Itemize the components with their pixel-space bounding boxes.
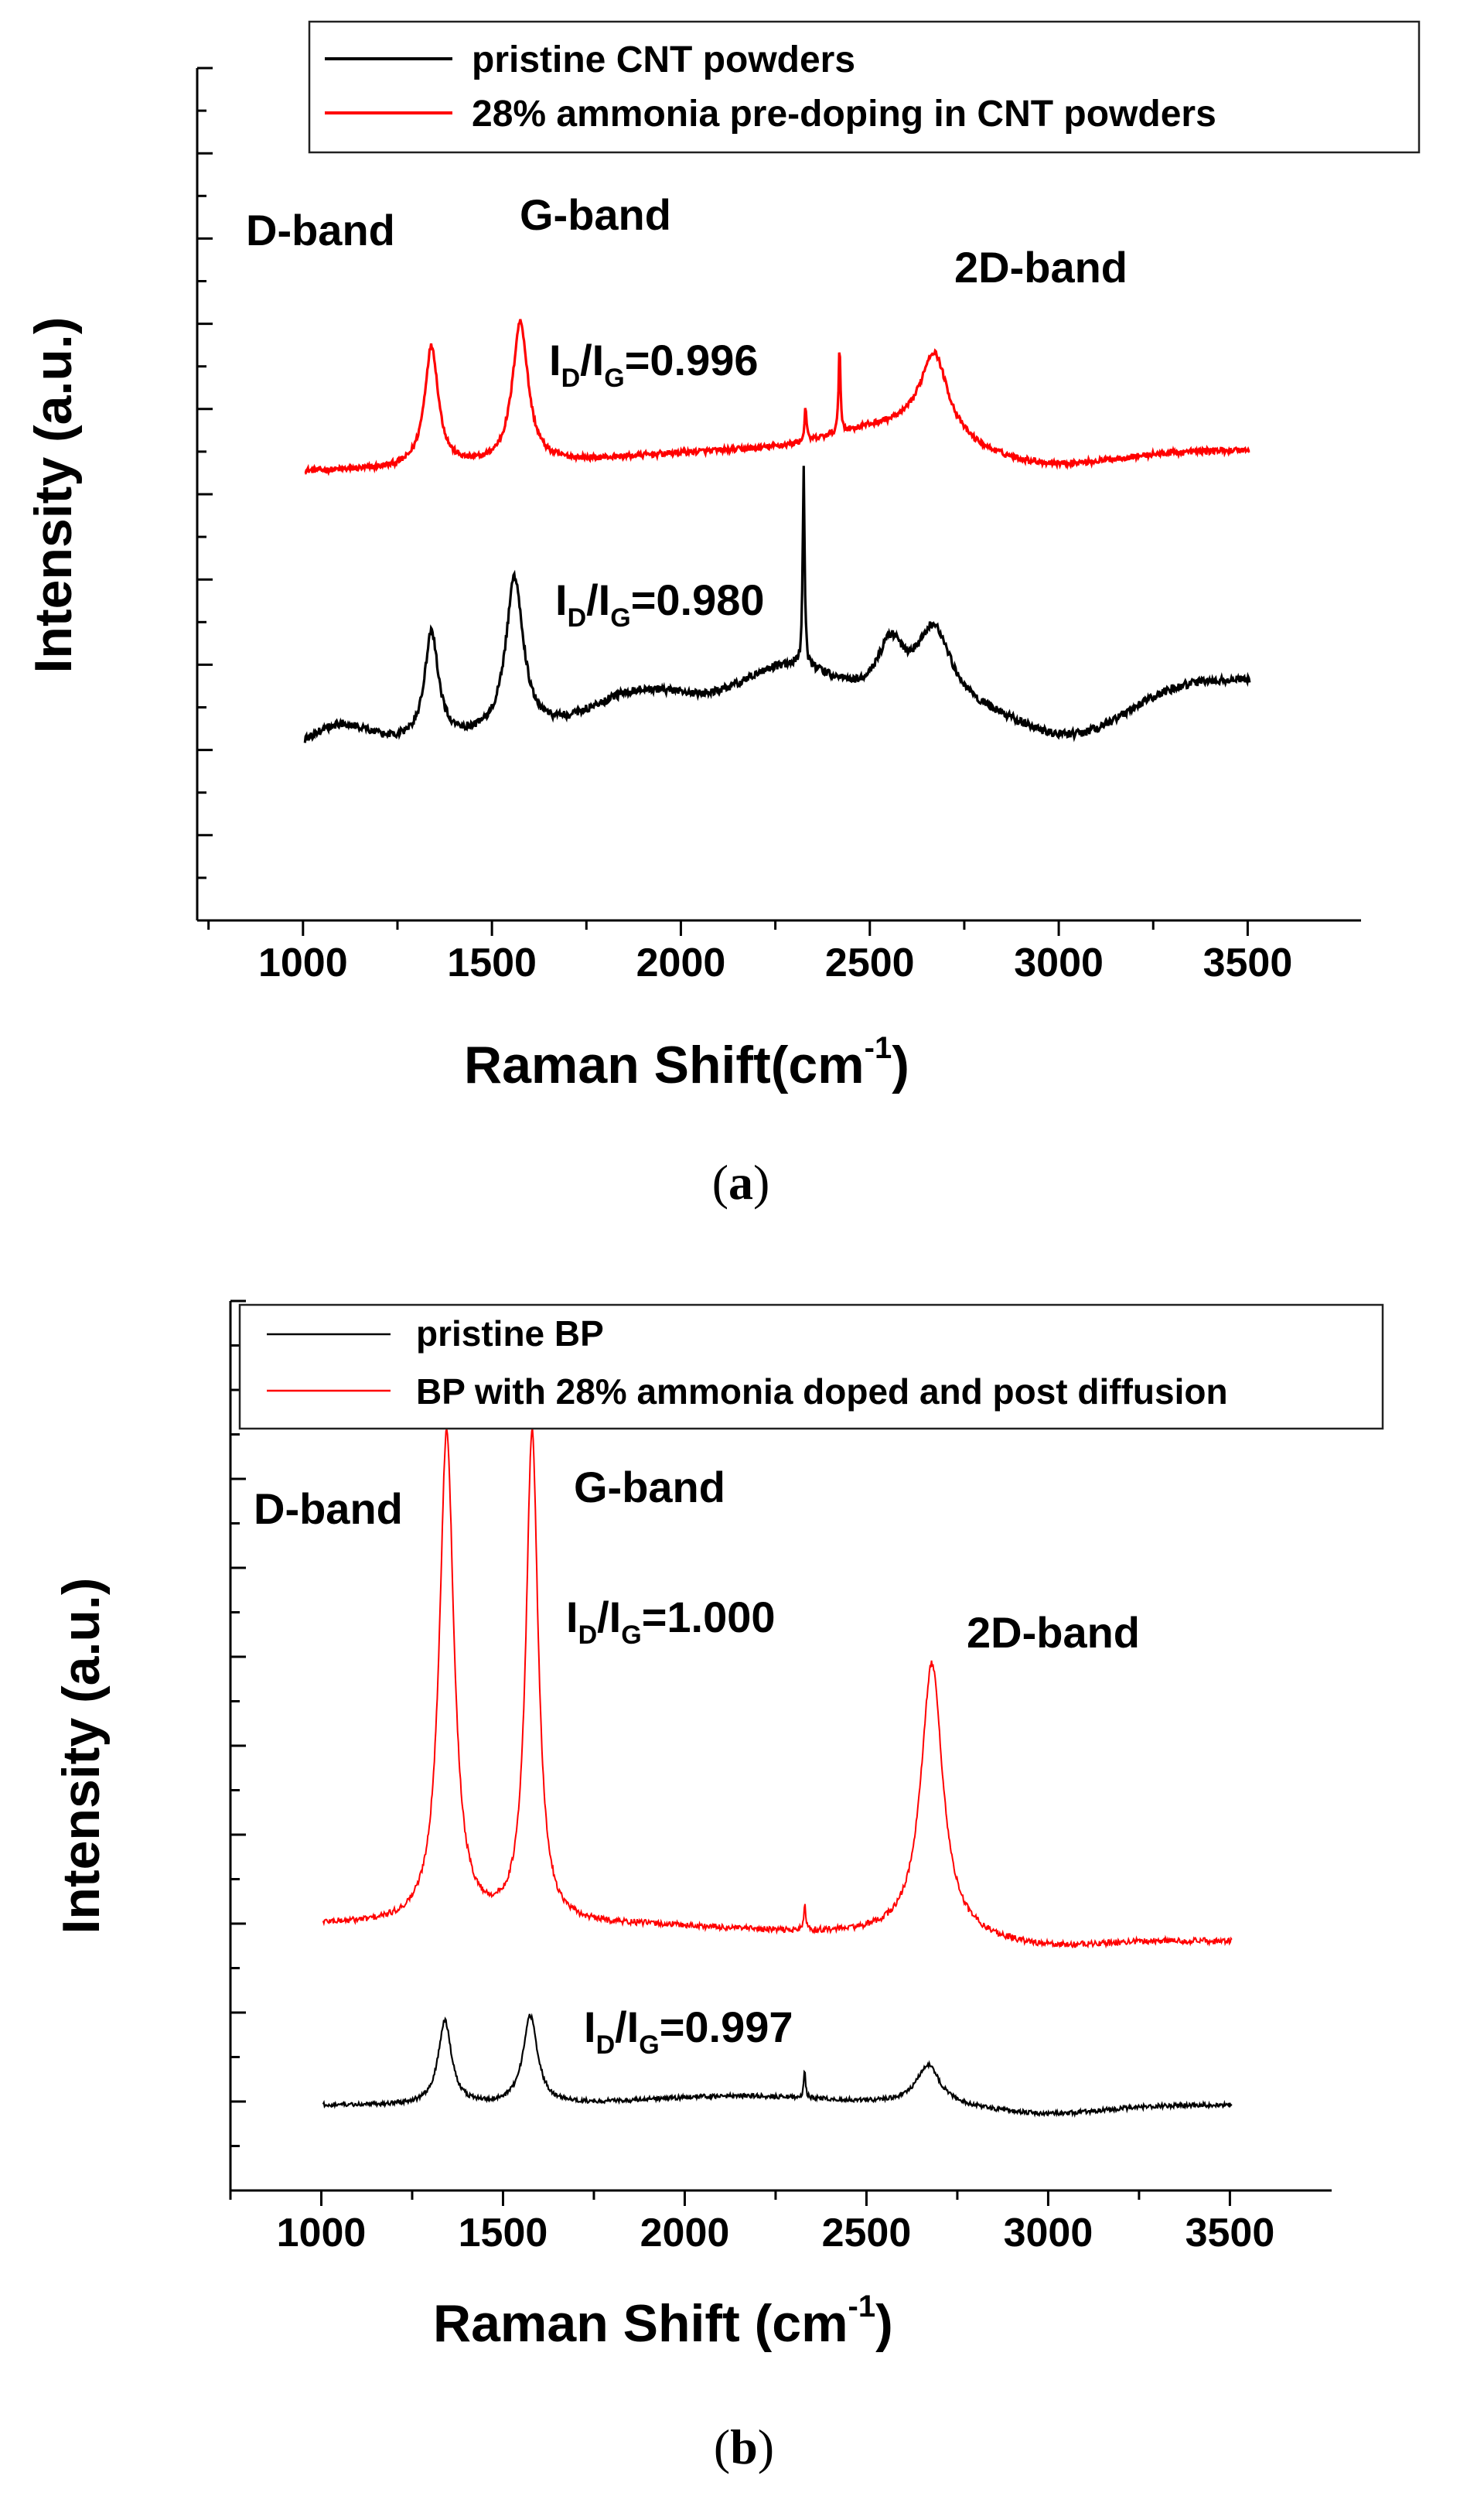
ratio-red-label: ID/IG=0.996 [549, 336, 759, 393]
legend: pristine BP BP with 28% ammonia doped an… [238, 1303, 1384, 1430]
y-axis-ticks [197, 67, 213, 922]
x-tick-label: 1000 [258, 941, 348, 985]
y-axis-title: Intensity (a.u.) [24, 317, 83, 674]
d-band-label: D-band [246, 206, 395, 254]
x-tick-label: 1500 [447, 941, 537, 985]
x-tick-labels: 1000 1500 2000 2500 3000 3500 [277, 2211, 1275, 2255]
g-band-label: G-band [520, 190, 671, 239]
x-tick-label: 2500 [822, 2211, 912, 2255]
x-axis-ticks [229, 2190, 1231, 2206]
2d-band-label: 2D-band [967, 1608, 1140, 1657]
panel-b-chart: 1000 1500 2000 2500 3000 3500 pristine BP BP … [52, 1299, 1384, 2474]
d-band-label: D-band [254, 1484, 403, 1533]
ratio-black-label: ID/IG=0.980 [555, 575, 765, 633]
x-tick-label: 3000 [1004, 2211, 1093, 2255]
x-tick-label: 1500 [459, 2211, 548, 2255]
legend-label-bp-ammonia: BP with 28% ammonia doped and post diffu… [416, 1371, 1228, 1412]
series-line-pristine-bp [322, 2013, 1233, 2119]
y-axis-title: Intensity (a.u.) [52, 1578, 111, 1934]
series-line-bp-ammonia-doped [322, 1428, 1233, 1949]
x-tick-label: 2000 [636, 941, 726, 985]
series-line-pristine-cnt [303, 466, 1251, 743]
x-axis-title: Raman Shift(cm-1) [464, 1031, 909, 1094]
legend-box [308, 20, 1421, 154]
legend: pristine CNT powders 28% ammonia pre-dop… [308, 20, 1421, 154]
x-tick-label: 3500 [1185, 2211, 1275, 2255]
x-axis-ticks [207, 920, 1249, 936]
panel-b-caption: (b) [714, 2419, 774, 2474]
legend-label-ammonia: 28% ammonia pre-doping in CNT powders [472, 94, 1216, 135]
panel-a-caption: (a) [712, 1155, 770, 1210]
g-band-label: G-band [574, 1463, 725, 1511]
y-axis-ticks [230, 1299, 246, 2192]
x-tick-label: 3000 [1014, 941, 1104, 985]
x-tick-label: 2000 [640, 2211, 730, 2255]
ratio-black-label: ID/IG=0.997 [584, 2003, 793, 2060]
legend-label-pristine: pristine CNT powders [472, 39, 855, 80]
series-line-ammonia-pre-doping [304, 319, 1250, 476]
legend-label-pristine-bp: pristine BP [416, 1313, 604, 1354]
2d-band-label: 2D-band [954, 243, 1127, 292]
legend-box [238, 1303, 1384, 1430]
ratio-red-label: ID/IG=1.000 [566, 1593, 776, 1650]
x-tick-label: 1000 [277, 2211, 367, 2255]
x-tick-label: 3500 [1203, 941, 1293, 985]
panel-a-chart: 1000 1500 2000 2500 3000 3500 pristine CNT po… [24, 20, 1421, 1210]
x-tick-label: 2500 [825, 941, 915, 985]
x-axis-title: Raman Shift (cm-1) [433, 2289, 893, 2353]
x-tick-labels: 1000 1500 2000 2500 3000 3500 [258, 941, 1292, 985]
